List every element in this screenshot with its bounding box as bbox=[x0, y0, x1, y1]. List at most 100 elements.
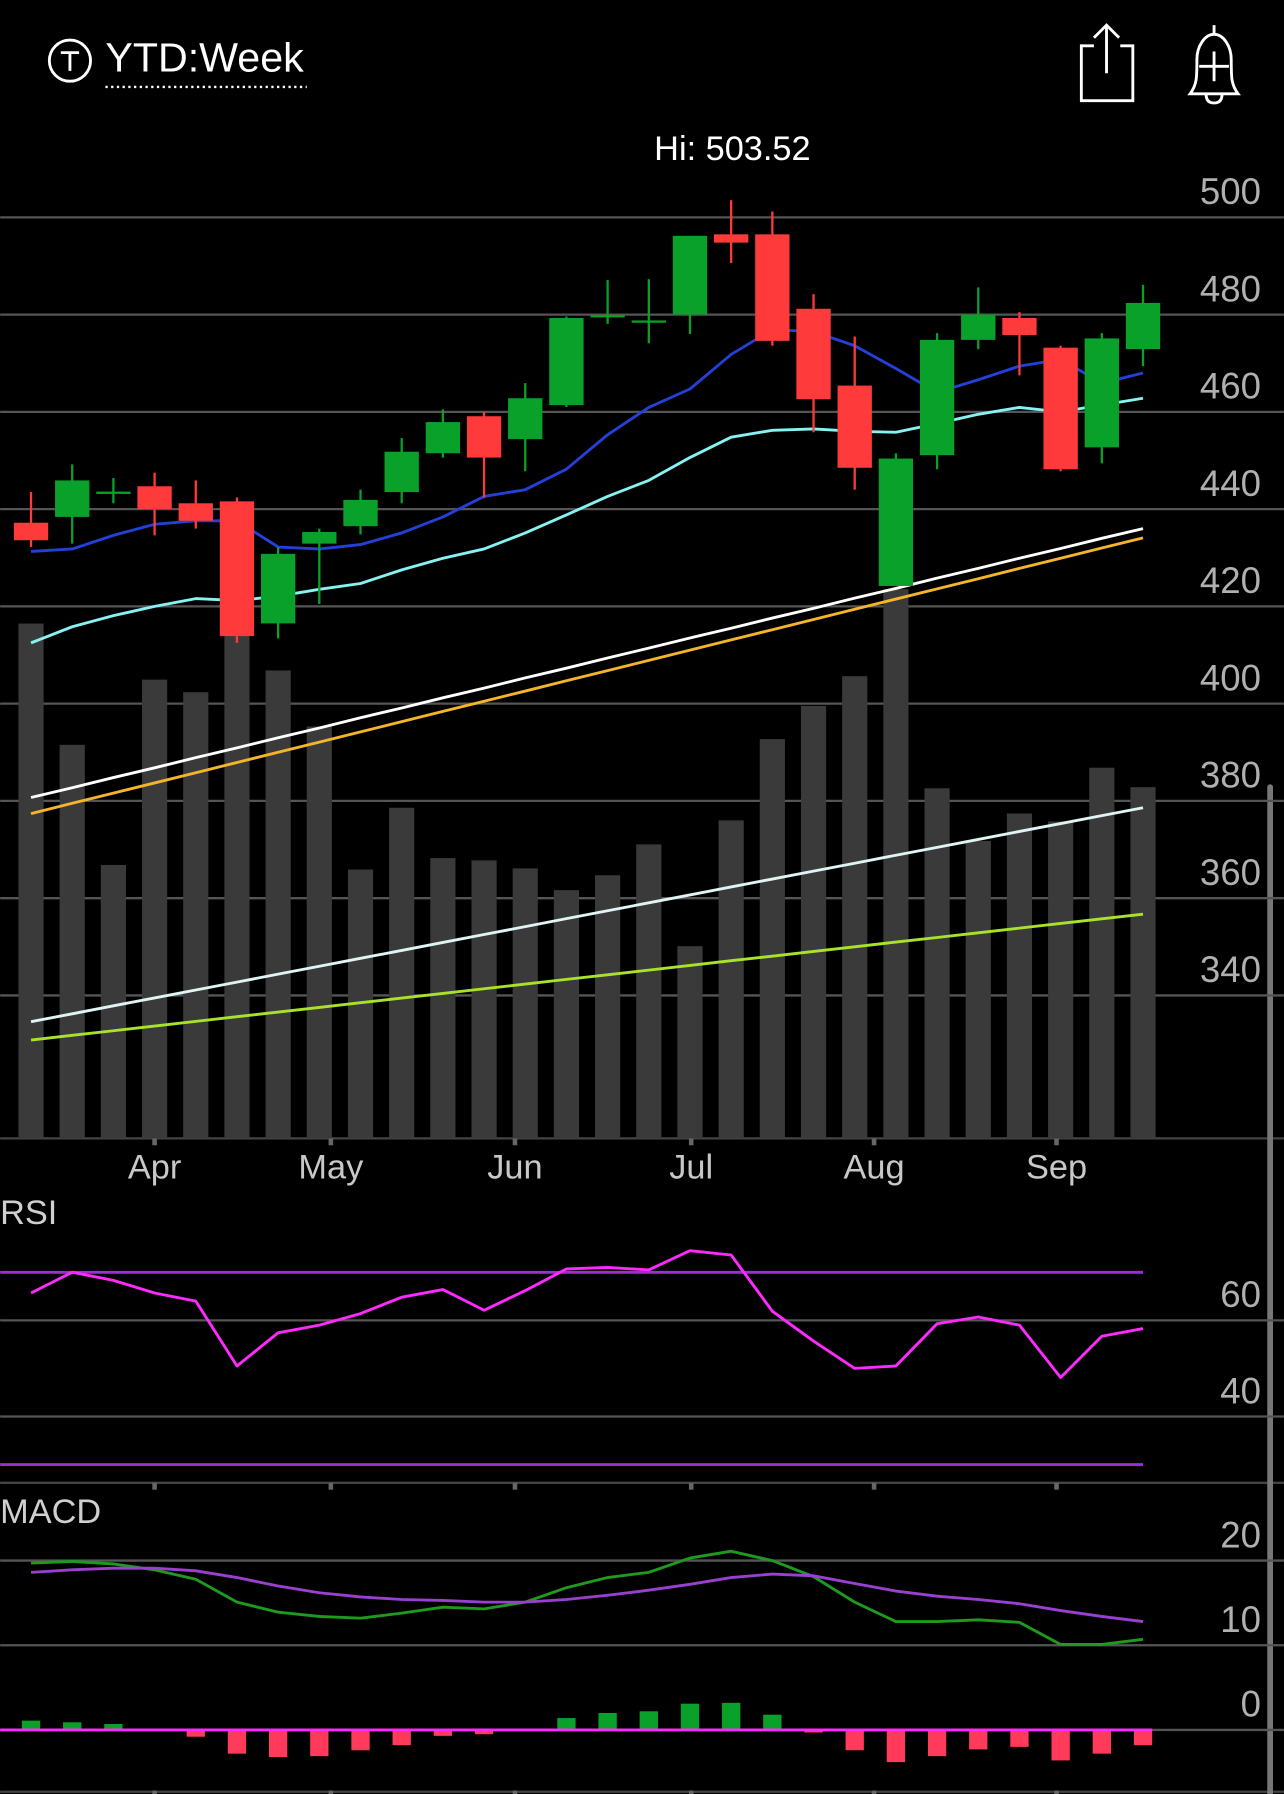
histogram-bar bbox=[227, 1729, 247, 1754]
candle-body bbox=[672, 235, 708, 315]
candle-body bbox=[55, 480, 90, 517]
candle-body bbox=[961, 314, 996, 340]
macd-line bbox=[30, 1566, 1144, 1623]
bell-plus bbox=[1199, 51, 1229, 82]
plot bbox=[0, 200, 1284, 1794]
volume-bar bbox=[677, 946, 703, 1139]
candle-body bbox=[137, 486, 172, 510]
volume-bar bbox=[759, 739, 785, 1139]
candle-body bbox=[260, 553, 296, 624]
volume-bar bbox=[141, 679, 168, 1139]
y-tick-label: 60 bbox=[1220, 1274, 1261, 1315]
histogram-bar bbox=[1092, 1729, 1111, 1754]
candle-body bbox=[1002, 318, 1037, 336]
volume-bar bbox=[924, 788, 950, 1139]
y-tick-label: 440 bbox=[1200, 463, 1261, 504]
timeframe-button[interactable]: YTD:Week bbox=[47, 35, 307, 89]
candle-body bbox=[384, 451, 419, 493]
y-tick-label: 420 bbox=[1200, 560, 1261, 601]
volume-bar bbox=[1048, 821, 1074, 1139]
y-tick-label: 480 bbox=[1200, 268, 1261, 309]
volume-bar bbox=[430, 858, 456, 1139]
moving-average-line bbox=[30, 396, 1144, 645]
histogram-bar bbox=[1051, 1729, 1070, 1761]
y-tick-label: 500 bbox=[1200, 171, 1261, 212]
candle-body bbox=[466, 416, 502, 458]
histogram-bar bbox=[557, 1718, 576, 1730]
volume-bar bbox=[183, 692, 209, 1139]
rsi-title: RSI bbox=[0, 1194, 57, 1232]
macd-title: MACD bbox=[0, 1493, 101, 1531]
volume-bar bbox=[512, 868, 538, 1139]
candle-body bbox=[219, 501, 255, 637]
y-tick-label: 400 bbox=[1200, 657, 1261, 698]
moving-average-line bbox=[30, 536, 1144, 815]
histogram-bar bbox=[763, 1714, 782, 1730]
volume-bar bbox=[471, 860, 497, 1139]
candle-body bbox=[425, 422, 461, 454]
y-tick-label: 0 bbox=[1241, 1684, 1261, 1725]
histogram-bar bbox=[392, 1729, 411, 1746]
histogram-bar bbox=[433, 1729, 453, 1736]
histogram-bar bbox=[1133, 1729, 1153, 1746]
volume-bar bbox=[718, 820, 744, 1139]
histogram-bar bbox=[1010, 1729, 1029, 1747]
volume-bar bbox=[59, 744, 85, 1139]
volume-bar bbox=[1130, 787, 1156, 1139]
histogram-bar bbox=[351, 1729, 370, 1751]
share-icon-box bbox=[1079, 44, 1135, 103]
marks bbox=[0, 200, 1161, 1763]
volume-bar bbox=[595, 875, 621, 1139]
histogram-bar bbox=[680, 1703, 700, 1730]
volume-average-line bbox=[30, 912, 1144, 1042]
histogram-bar bbox=[186, 1729, 205, 1737]
candle-body bbox=[919, 339, 955, 456]
volume-bar bbox=[800, 705, 827, 1139]
y-tick-label: 360 bbox=[1200, 852, 1261, 893]
candle-body bbox=[302, 531, 337, 544]
timeframe-label: YTD:Week bbox=[105, 35, 304, 81]
x-tick-label: Sep bbox=[1026, 1148, 1087, 1186]
x-tick-label: Jun bbox=[487, 1148, 542, 1186]
x-tick-label: Aug bbox=[844, 1148, 905, 1186]
histogram-bar bbox=[474, 1729, 494, 1735]
histogram-bar bbox=[639, 1711, 658, 1730]
volume-bar bbox=[389, 807, 415, 1139]
ticker-icon-t bbox=[60, 51, 80, 71]
volume-bar bbox=[100, 864, 126, 1139]
volume-bar bbox=[842, 676, 868, 1139]
x-tick-label: Apr bbox=[128, 1148, 181, 1186]
candle-body bbox=[96, 491, 131, 494]
high-annotation: Hi: 503.52 bbox=[654, 130, 810, 168]
y-tick-label: 20 bbox=[1220, 1514, 1261, 1555]
share-button[interactable] bbox=[1079, 23, 1135, 103]
histogram-bar bbox=[927, 1729, 947, 1757]
histogram-bar bbox=[969, 1729, 988, 1750]
share-icon-arrow bbox=[1092, 23, 1121, 74]
histogram-bar bbox=[722, 1702, 741, 1730]
candle-body bbox=[837, 385, 872, 468]
moving-average-line bbox=[30, 328, 1144, 553]
candle-body bbox=[549, 318, 584, 406]
candle-body bbox=[1125, 302, 1161, 350]
candle-body bbox=[796, 308, 831, 400]
bell-icon bbox=[1187, 25, 1241, 105]
candle-body bbox=[714, 234, 749, 243]
candle-body bbox=[1084, 338, 1119, 448]
y-tick-label: 380 bbox=[1200, 755, 1261, 796]
candle-body bbox=[878, 458, 914, 586]
volume-bar bbox=[1089, 767, 1115, 1139]
histogram-bar bbox=[845, 1729, 864, 1751]
volume-bar bbox=[18, 623, 44, 1139]
volume-bar bbox=[883, 589, 909, 1139]
rsi-line bbox=[30, 1249, 1144, 1379]
alert-button[interactable] bbox=[1187, 25, 1241, 105]
candle-body bbox=[590, 315, 625, 318]
candle-body bbox=[508, 398, 543, 440]
histogram-bar bbox=[310, 1729, 329, 1757]
y-tick-label: 10 bbox=[1220, 1599, 1261, 1640]
volume-bar bbox=[636, 844, 662, 1139]
volume-bar bbox=[306, 726, 332, 1139]
